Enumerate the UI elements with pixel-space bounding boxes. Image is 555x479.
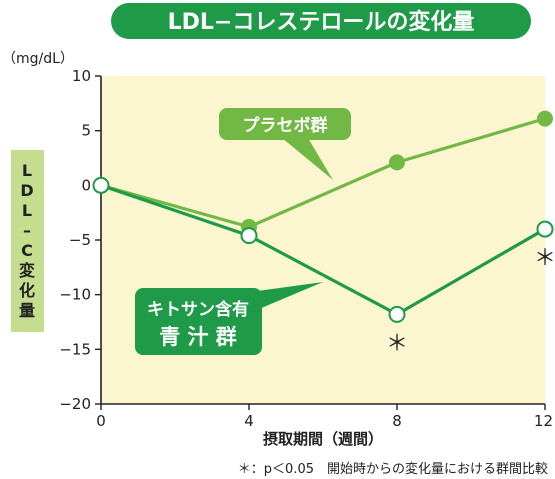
y-axis-label-box (11, 150, 44, 332)
data-point (536, 220, 554, 238)
data-point (240, 227, 258, 245)
legend-pointer-placebo (282, 138, 333, 180)
y-tick-label: 0 (81, 176, 91, 194)
x-tick-label: 12 (534, 412, 553, 430)
series-line-1 (100, 117, 546, 229)
data-point (389, 154, 405, 171)
legend-label-kitosan-line2: 青 汁 群 (159, 325, 237, 349)
title-badge (111, 3, 531, 39)
legend-pointer-kitosan (250, 282, 323, 312)
data-point (388, 305, 406, 323)
legend-box-placebo (219, 108, 351, 140)
y-axis-label: L D L – C 変化量 (19, 161, 35, 320)
series-layer (92, 110, 554, 323)
data-point (537, 110, 553, 127)
y-tick-label: −10 (59, 286, 91, 304)
x-tick-label: 8 (392, 412, 402, 430)
series-line-2 (100, 183, 546, 316)
legend-label-placebo: プラセボ群 (243, 115, 328, 136)
y-tick-label: −5 (69, 231, 91, 249)
y-tick-label: −20 (59, 395, 91, 413)
significance-asterisk: ＊ (534, 246, 555, 271)
x-tick-label: 0 (96, 412, 106, 430)
x-tick-label: 4 (244, 412, 254, 430)
y-tick-label: 5 (81, 122, 91, 140)
tick-labels: 10 5 0 −5 −10 −15 −20 0 4 8 12 (59, 67, 553, 430)
significance-marks: ＊＊ (386, 246, 555, 356)
unit-label: （mg/dL） (2, 51, 74, 67)
y-tick-label: 10 (72, 67, 91, 85)
footnote: ＊：p＜0.05 開始時からの変化量における群間比較 (238, 461, 548, 477)
x-axis-label: 摂取期間（週間） (263, 430, 383, 448)
chart-title: LDL−コレステロールの変化量 (168, 9, 475, 35)
legend-box-kitosan (135, 288, 262, 355)
data-point (92, 176, 110, 194)
legend-label-kitosan-line1: キトサン含有 (147, 299, 249, 320)
significance-asterisk: ＊ (386, 331, 408, 356)
y-tick-label: −15 (59, 340, 91, 358)
